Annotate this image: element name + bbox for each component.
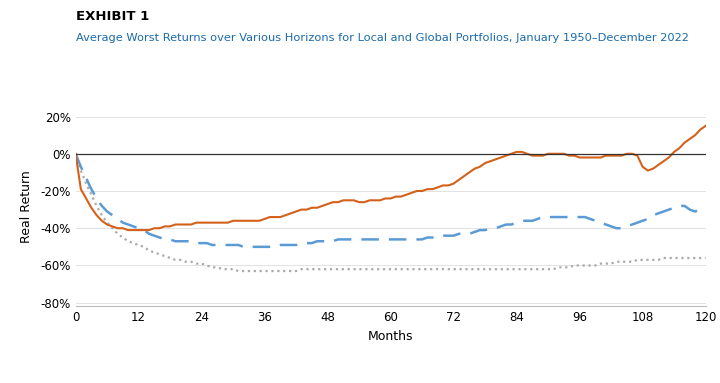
Average Global Return during Worst Local Return Events bbox=[502, 153, 510, 158]
Average Global Return during Worst Local Return Events bbox=[665, 155, 673, 160]
Average Worst Global Return bbox=[344, 237, 353, 242]
Average Global Return during Worst Local Return Events bbox=[124, 228, 132, 232]
Y-axis label: Real Return: Real Return bbox=[20, 170, 33, 243]
Average Worst Local Return bbox=[470, 267, 479, 272]
Average Global Return during Worst Local Return Events bbox=[223, 220, 232, 225]
Text: Average Worst Returns over Various Horizons for Local and Global Portfolios, Jan: Average Worst Returns over Various Horiz… bbox=[76, 33, 688, 43]
Line: Average Global Return during Worst Local Return Events: Average Global Return during Worst Local… bbox=[76, 126, 706, 230]
Average Worst Global Return bbox=[71, 151, 80, 156]
Average Worst Global Return bbox=[134, 226, 143, 231]
Average Worst Local Return bbox=[502, 267, 510, 272]
Average Global Return during Worst Local Return Events bbox=[344, 198, 353, 203]
Line: Average Worst Global Return: Average Worst Global Return bbox=[76, 154, 706, 247]
Average Worst Local Return bbox=[665, 256, 673, 260]
Average Worst Global Return bbox=[701, 205, 710, 210]
Average Worst Global Return bbox=[218, 243, 227, 247]
Average Worst Local Return bbox=[701, 256, 710, 260]
Average Global Return during Worst Local Return Events bbox=[701, 124, 710, 128]
Average Worst Global Return bbox=[502, 222, 510, 227]
Average Worst Local Return bbox=[71, 151, 80, 156]
Average Worst Local Return bbox=[234, 269, 243, 273]
Average Global Return during Worst Local Return Events bbox=[71, 151, 80, 156]
Average Worst Local Return bbox=[218, 267, 227, 272]
Line: Average Worst Local Return: Average Worst Local Return bbox=[76, 154, 706, 271]
Average Global Return during Worst Local Return Events bbox=[470, 166, 479, 171]
Average Worst Global Return bbox=[665, 207, 673, 212]
X-axis label: Months: Months bbox=[368, 330, 413, 343]
Average Worst Local Return bbox=[134, 243, 143, 247]
Text: EXHIBIT 1: EXHIBIT 1 bbox=[76, 10, 149, 23]
Average Worst Global Return bbox=[470, 230, 479, 234]
Average Global Return during Worst Local Return Events bbox=[140, 228, 148, 232]
Average Worst Local Return bbox=[344, 267, 353, 272]
Average Worst Global Return bbox=[239, 244, 248, 249]
